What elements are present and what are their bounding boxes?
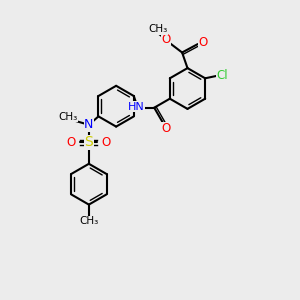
Text: CH₃: CH₃ xyxy=(58,112,77,122)
Text: CH₃: CH₃ xyxy=(148,24,168,34)
Text: O: O xyxy=(102,136,111,149)
Text: Cl: Cl xyxy=(217,69,228,82)
Text: O: O xyxy=(67,136,76,149)
Text: O: O xyxy=(199,36,208,50)
Text: HN: HN xyxy=(128,101,145,112)
Text: CH₃: CH₃ xyxy=(79,216,98,226)
Text: O: O xyxy=(161,33,170,46)
Text: N: N xyxy=(84,118,94,131)
Text: S: S xyxy=(85,135,93,149)
Text: O: O xyxy=(161,122,170,135)
